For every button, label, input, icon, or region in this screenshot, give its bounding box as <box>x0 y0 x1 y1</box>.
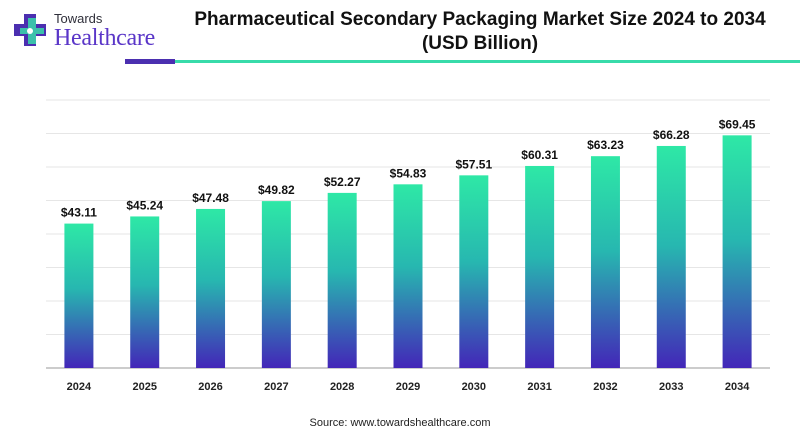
bar-2027 <box>261 201 291 368</box>
data-label-2025: $45.24 <box>126 198 163 212</box>
x-tick-label-2026: 2026 <box>198 381 222 393</box>
data-label-2033: $66.28 <box>653 128 690 142</box>
bar-2029 <box>393 184 423 368</box>
x-tick-label-2034: 2034 <box>725 381 750 393</box>
x-tick-label-2028: 2028 <box>330 381 354 393</box>
x-tick-label-2029: 2029 <box>396 381 420 393</box>
data-label-2030: $57.51 <box>455 157 492 171</box>
bar-2025 <box>130 216 160 368</box>
data-label-2028: $52.27 <box>324 175 361 189</box>
bar-2028 <box>327 192 357 368</box>
data-label-2026: $47.48 <box>192 191 229 205</box>
chart-title-line2: (USD Billion) <box>421 33 539 54</box>
data-label-2027: $49.82 <box>258 183 295 197</box>
chart-title-line1: Pharmaceutical Secondary Packaging Marke… <box>194 9 766 30</box>
data-label-2032: $63.23 <box>587 138 624 152</box>
x-tick-label-2033: 2033 <box>659 381 683 393</box>
logo-text-towards: Towards <box>54 11 103 26</box>
header-rule <box>175 60 800 63</box>
x-tick-label-2024: 2024 <box>67 381 92 393</box>
medical-cross-icon <box>14 14 46 46</box>
chart-title: Pharmaceutical Secondary Packaging Marke… <box>180 8 780 56</box>
bar-2030 <box>459 175 489 368</box>
header-rule-accent <box>125 59 175 64</box>
data-label-2034: $69.45 <box>719 117 756 131</box>
data-label-2031: $60.31 <box>521 148 558 162</box>
data-label-2024: $43.11 <box>61 206 97 220</box>
x-tick-label-2027: 2027 <box>264 381 288 393</box>
x-tick-label-2032: 2032 <box>593 381 617 393</box>
bar-2032 <box>590 156 620 368</box>
bar-2034 <box>722 135 752 368</box>
bar-2024 <box>64 223 94 368</box>
source-note: Source: www.towardshealthcare.com <box>309 417 491 429</box>
logo-text-healthcare: Healthcare <box>54 25 155 51</box>
bar-2033 <box>656 145 686 368</box>
data-label-2029: $54.83 <box>390 166 427 180</box>
bar-chart: $43.11 $45.24 $47.48 $49.82 $52.27 $54.83 $57.… <box>46 99 770 393</box>
bar-2026 <box>196 208 226 368</box>
x-tick-label-2031: 2031 <box>527 381 551 393</box>
x-tick-label-2025: 2025 <box>132 381 156 393</box>
bar-2031 <box>525 165 555 368</box>
brand-logo: Towards Healthcare <box>10 8 160 56</box>
x-tick-label-2030: 2030 <box>462 381 486 393</box>
